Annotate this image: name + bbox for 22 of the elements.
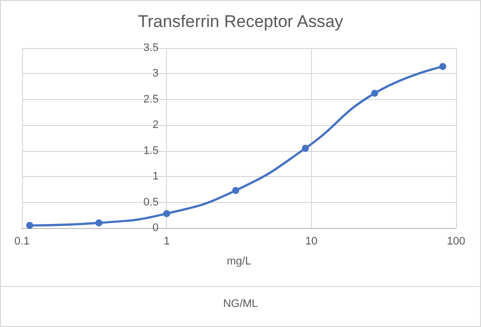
point xyxy=(439,63,446,70)
point xyxy=(95,219,102,226)
y-tick-label: 0.5 xyxy=(143,196,159,208)
y-tick-label: 2.5 xyxy=(143,93,159,106)
point xyxy=(232,186,240,194)
y-tick-label: 3 xyxy=(152,68,159,80)
chart-title: Transferrin Receptor Assay xyxy=(138,12,344,31)
point xyxy=(371,90,378,97)
y-tick-label: 1.5 xyxy=(143,144,159,157)
x-axis-title: mg/L xyxy=(226,256,252,268)
y-tick-label: 3.5 xyxy=(143,42,159,54)
text: NG/ML xyxy=(0,286,481,327)
x-tick-label: 0.1 xyxy=(14,236,30,248)
point xyxy=(163,210,170,218)
y-tick-label: 0 xyxy=(152,222,159,234)
point xyxy=(26,222,34,229)
y-tick-label: 1 xyxy=(152,170,159,183)
x-tick-label: 1 xyxy=(164,236,170,248)
point xyxy=(302,144,309,152)
y-tick-label: 2 xyxy=(152,119,159,132)
x-tick-label: 100 xyxy=(446,236,466,248)
x-tick-label: 10 xyxy=(305,236,318,248)
